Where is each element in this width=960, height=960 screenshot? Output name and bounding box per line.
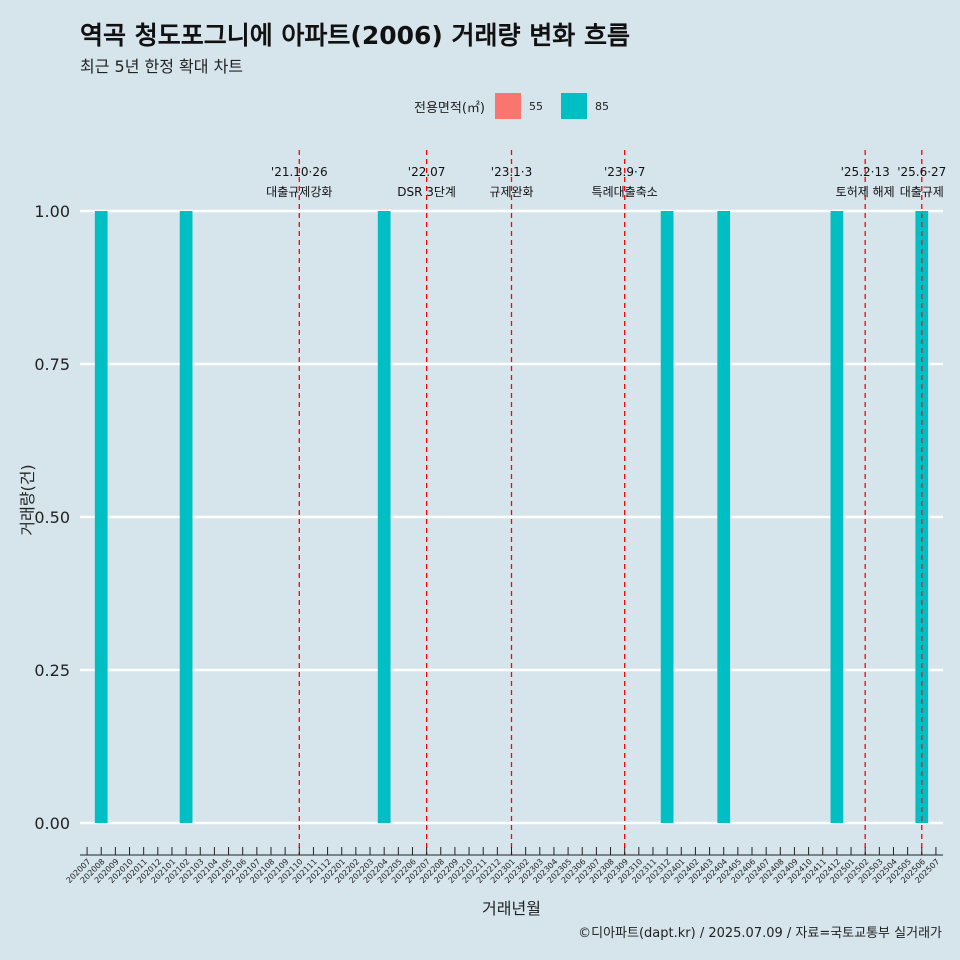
legend: 전용면적(㎡) 55 85	[414, 93, 609, 119]
bar-85	[660, 211, 674, 823]
chart-subtitle: 최근 5년 한정 확대 차트	[80, 57, 244, 76]
bar-85	[915, 211, 929, 823]
y-tick-label: 0.00	[34, 814, 70, 833]
bar-85	[179, 211, 193, 823]
bar-85	[94, 211, 108, 823]
event-date-label: '22.07	[408, 165, 446, 179]
y-tick-label: 1.00	[34, 202, 70, 221]
event-date-label: '25.6·27	[897, 165, 946, 179]
event-name-label: 특례대출축소	[592, 185, 658, 199]
legend-label-55: 55	[528, 99, 543, 113]
x-axis-label: 거래년월	[482, 899, 541, 918]
bar-85	[717, 211, 731, 823]
chart-title: 역곡 청도포그니에 아파트(2006) 거래량 변화 흐름	[80, 21, 630, 50]
legend-title: 전용면적(㎡)	[414, 100, 485, 116]
legend-swatch-55	[494, 93, 521, 119]
event-name-label: 규제완화	[489, 185, 533, 199]
y-tick-label: 0.75	[34, 355, 70, 374]
y-axis-label: 거래량(건)	[18, 464, 37, 535]
event-date-label: '23.9·7	[604, 165, 645, 179]
event-date-label: '21.10·26	[271, 165, 328, 179]
event-date-label: '25.2·13	[841, 165, 890, 179]
event-name-label: DSR 3단계	[397, 185, 456, 199]
y-tick-label: 0.50	[34, 508, 70, 527]
source-caption: ©디아파트(dapt.kr) / 2025.07.09 / 자료=국토교통부 실…	[578, 926, 942, 941]
bar-85	[830, 211, 844, 823]
event-date-label: '23.1·3	[491, 165, 532, 179]
event-name-label: 대출규제강화	[266, 185, 332, 199]
bar-85	[377, 211, 391, 823]
legend-label-85: 85	[594, 99, 609, 113]
legend-swatch-85	[560, 93, 587, 119]
y-tick-label: 0.25	[34, 661, 70, 680]
event-name-label: 토허제 해제	[836, 185, 895, 199]
event-name-label: 대출규제	[900, 185, 944, 199]
